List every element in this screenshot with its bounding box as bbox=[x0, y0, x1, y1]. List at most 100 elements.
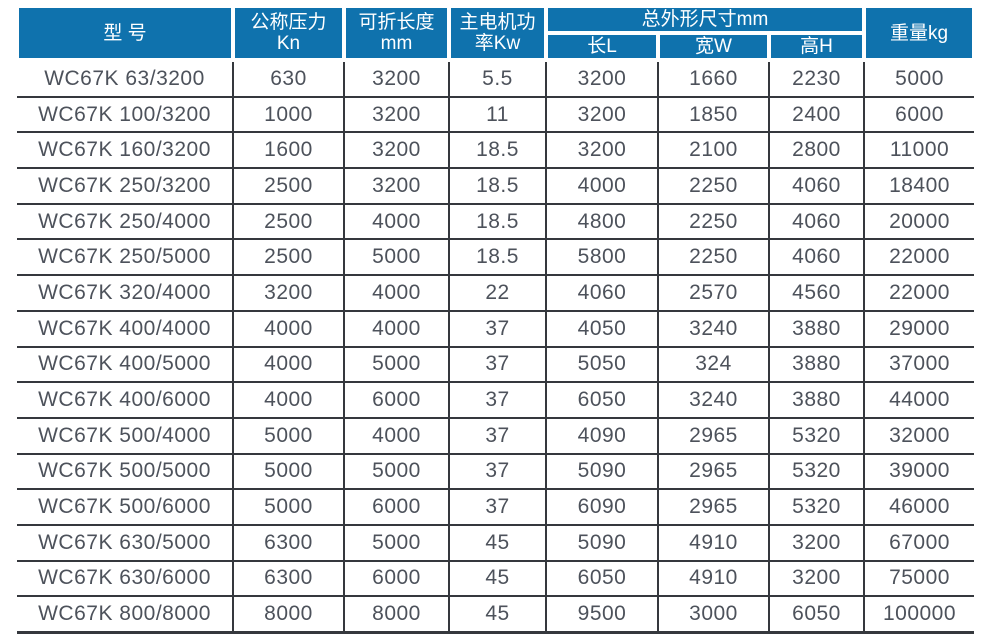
cell-motor-power: 18.5 bbox=[448, 167, 547, 205]
cell-motor-power: 37 bbox=[448, 381, 547, 419]
cell-dim-width: 2250 bbox=[657, 202, 770, 241]
cell-weight: 39000 bbox=[863, 452, 975, 491]
cell-model: WC67K 630/6000 bbox=[17, 559, 234, 598]
cell-fold-length: 6000 bbox=[343, 559, 450, 598]
cell-fold-length: 4000 bbox=[343, 274, 450, 312]
cell-dim-height: 3880 bbox=[767, 345, 866, 384]
cell-dim-height: 4060 bbox=[767, 202, 866, 241]
cell-pressure: 5000 bbox=[232, 488, 345, 526]
cell-weight: 44000 bbox=[863, 381, 975, 419]
cell-weight: 67000 bbox=[863, 523, 975, 562]
cell-fold-length: 6000 bbox=[343, 381, 450, 419]
cell-motor-power: 37 bbox=[448, 416, 547, 455]
cell-model: WC67K 800/8000 bbox=[17, 595, 234, 635]
cell-dim-height: 3200 bbox=[767, 559, 866, 598]
table-row: WC67K 320/4000 3200 4000 22 4060 2570 4560 2200… bbox=[17, 274, 975, 312]
cell-fold-length: 8000 bbox=[343, 595, 450, 635]
cell-dim-width: 2965 bbox=[657, 416, 770, 455]
spec-table: 型 号 公称压力 Kn 可折长度 mm 主电机功 率Kw 总外形尺寸mm 重量k… bbox=[15, 4, 977, 635]
cell-weight: 18400 bbox=[863, 167, 975, 205]
cell-weight: 46000 bbox=[863, 488, 975, 526]
cell-model: WC67K 630/5000 bbox=[17, 523, 234, 562]
col-header-pressure: 公称压力 Kn bbox=[231, 4, 346, 62]
cell-dim-width: 2100 bbox=[657, 131, 770, 170]
cell-pressure: 4000 bbox=[232, 309, 345, 348]
cell-pressure: 5000 bbox=[232, 416, 345, 455]
cell-dim-height: 4060 bbox=[767, 238, 866, 277]
cell-model: WC67K 500/4000 bbox=[17, 416, 234, 455]
cell-weight: 22000 bbox=[863, 274, 975, 312]
table-row: WC67K 500/4000 5000 4000 37 4090 2965 5320 3200… bbox=[17, 416, 975, 455]
cell-pressure: 4000 bbox=[232, 345, 345, 384]
cell-dim-height: 6050 bbox=[767, 595, 866, 635]
cell-motor-power: 45 bbox=[448, 559, 547, 598]
cell-model: WC67K 160/3200 bbox=[17, 131, 234, 170]
cell-pressure: 6300 bbox=[232, 559, 345, 598]
cell-fold-length: 5000 bbox=[343, 238, 450, 277]
cell-fold-length: 3200 bbox=[343, 95, 450, 134]
table-row: WC67K 100/3200 1000 3200 11 3200 1850 2400 6000 bbox=[17, 95, 975, 134]
cell-motor-power: 22 bbox=[448, 274, 547, 312]
cell-dim-height: 2400 bbox=[767, 95, 866, 134]
table-header: 型 号 公称压力 Kn 可折长度 mm 主电机功 率Kw 总外形尺寸mm 重量k… bbox=[15, 4, 977, 62]
cell-dim-length: 3200 bbox=[545, 131, 659, 170]
cell-dim-width: 2250 bbox=[657, 238, 770, 277]
cell-dim-length: 6050 bbox=[545, 381, 659, 419]
cell-model: WC67K 250/5000 bbox=[17, 238, 234, 277]
cell-motor-power: 37 bbox=[448, 452, 547, 491]
cell-pressure: 1600 bbox=[232, 131, 345, 170]
cell-dim-length: 3200 bbox=[545, 59, 659, 98]
col-header-motor-power: 主电机功 率Kw bbox=[447, 4, 548, 62]
table-row: WC67K 630/6000 6300 6000 45 6050 4910 3200 7500… bbox=[17, 559, 975, 598]
cell-dim-width: 2965 bbox=[657, 488, 770, 526]
cell-dim-length: 6090 bbox=[545, 488, 659, 526]
cell-weight: 29000 bbox=[863, 309, 975, 348]
cell-pressure: 5000 bbox=[232, 452, 345, 491]
table-row: WC67K 63/3200 630 3200 5.5 3200 1660 2230 5000 bbox=[17, 59, 975, 98]
col-header-dim-length: 长L bbox=[544, 31, 660, 62]
cell-dim-width: 2250 bbox=[657, 167, 770, 205]
table-row: WC67K 250/5000 2500 5000 18.5 5800 2250 4060 22… bbox=[17, 238, 975, 277]
cell-dim-width: 3000 bbox=[657, 595, 770, 635]
cell-dim-length: 4800 bbox=[545, 202, 659, 241]
cell-fold-length: 3200 bbox=[343, 167, 450, 205]
cell-dim-length: 4090 bbox=[545, 416, 659, 455]
cell-weight: 100000 bbox=[863, 595, 975, 635]
cell-pressure: 8000 bbox=[232, 595, 345, 635]
cell-model: WC67K 320/4000 bbox=[17, 274, 234, 312]
cell-fold-length: 5000 bbox=[343, 345, 450, 384]
cell-dim-width: 2965 bbox=[657, 452, 770, 491]
cell-dim-width: 324 bbox=[657, 345, 770, 384]
cell-dim-length: 5800 bbox=[545, 238, 659, 277]
table-row: WC67K 400/5000 4000 5000 37 5050 324 3880 37000 bbox=[17, 345, 975, 384]
cell-dim-height: 5320 bbox=[767, 488, 866, 526]
cell-dim-length: 5090 bbox=[545, 452, 659, 491]
cell-pressure: 2500 bbox=[232, 202, 345, 241]
table-row: WC67K 400/6000 4000 6000 37 6050 3240 3880 4400… bbox=[17, 381, 975, 419]
cell-dim-height: 4060 bbox=[767, 167, 866, 205]
cell-dim-width: 1660 bbox=[657, 59, 770, 98]
cell-fold-length: 3200 bbox=[343, 131, 450, 170]
cell-motor-power: 18.5 bbox=[448, 131, 547, 170]
cell-model: WC67K 500/5000 bbox=[17, 452, 234, 491]
col-header-dim-width: 宽W bbox=[656, 31, 771, 62]
cell-pressure: 2500 bbox=[232, 238, 345, 277]
cell-dim-width: 4910 bbox=[657, 523, 770, 562]
cell-dim-length: 5050 bbox=[545, 345, 659, 384]
cell-dim-length: 4000 bbox=[545, 167, 659, 205]
cell-dim-width: 3240 bbox=[657, 381, 770, 419]
cell-weight: 37000 bbox=[863, 345, 975, 384]
cell-weight: 75000 bbox=[863, 559, 975, 598]
cell-motor-power: 11 bbox=[448, 95, 547, 134]
table-row: WC67K 160/3200 1600 3200 18.5 3200 2100 2800 11… bbox=[17, 131, 975, 170]
cell-weight: 32000 bbox=[863, 416, 975, 455]
cell-fold-length: 3200 bbox=[343, 59, 450, 98]
cell-fold-length: 4000 bbox=[343, 309, 450, 348]
cell-motor-power: 45 bbox=[448, 523, 547, 562]
cell-motor-power: 45 bbox=[448, 595, 547, 635]
cell-motor-power: 37 bbox=[448, 309, 547, 348]
cell-dim-height: 3880 bbox=[767, 309, 866, 348]
cell-pressure: 1000 bbox=[232, 95, 345, 134]
cell-pressure: 4000 bbox=[232, 381, 345, 419]
